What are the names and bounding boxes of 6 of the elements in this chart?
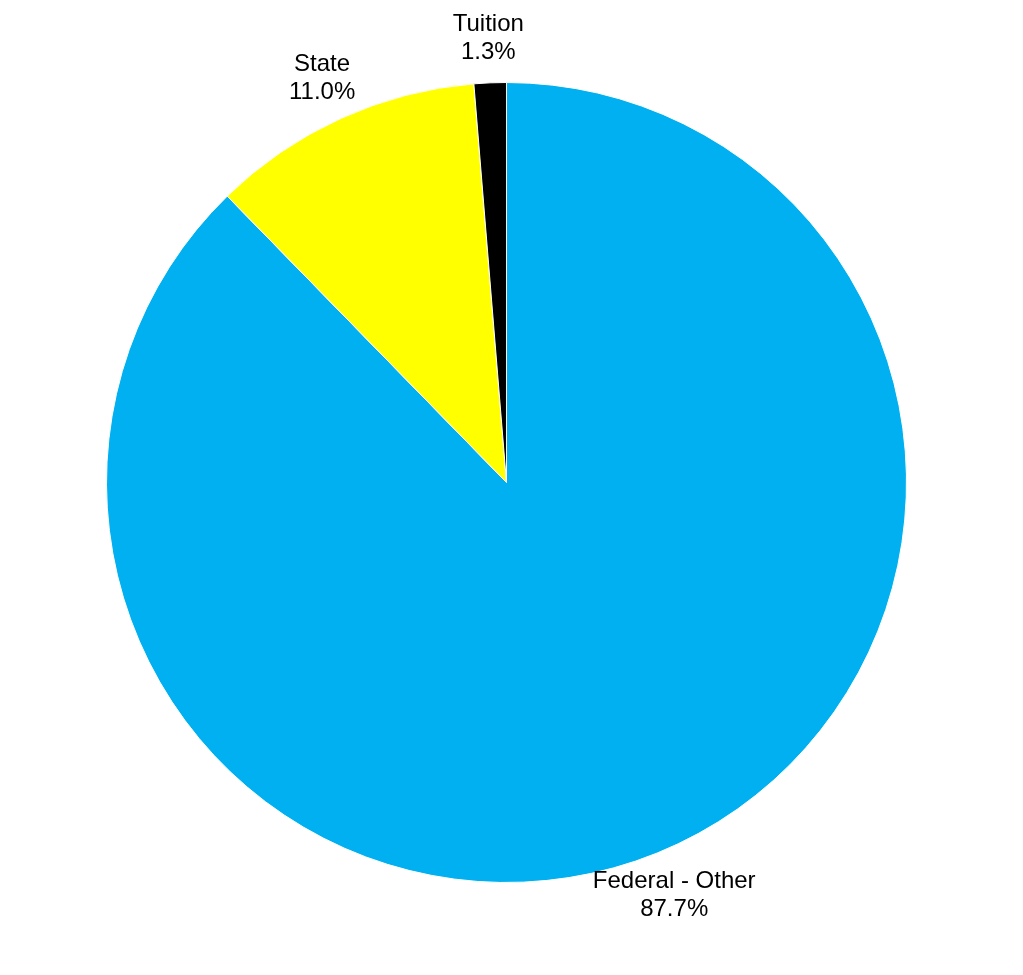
data-label: 1.3% [460,36,516,64]
slice-label: Tuition [452,8,524,36]
slice-label: State [294,48,351,76]
data-label: 11.0% [288,76,356,104]
slice-label: Federal - Other [592,865,756,893]
data-label: 87.7% [640,893,709,921]
